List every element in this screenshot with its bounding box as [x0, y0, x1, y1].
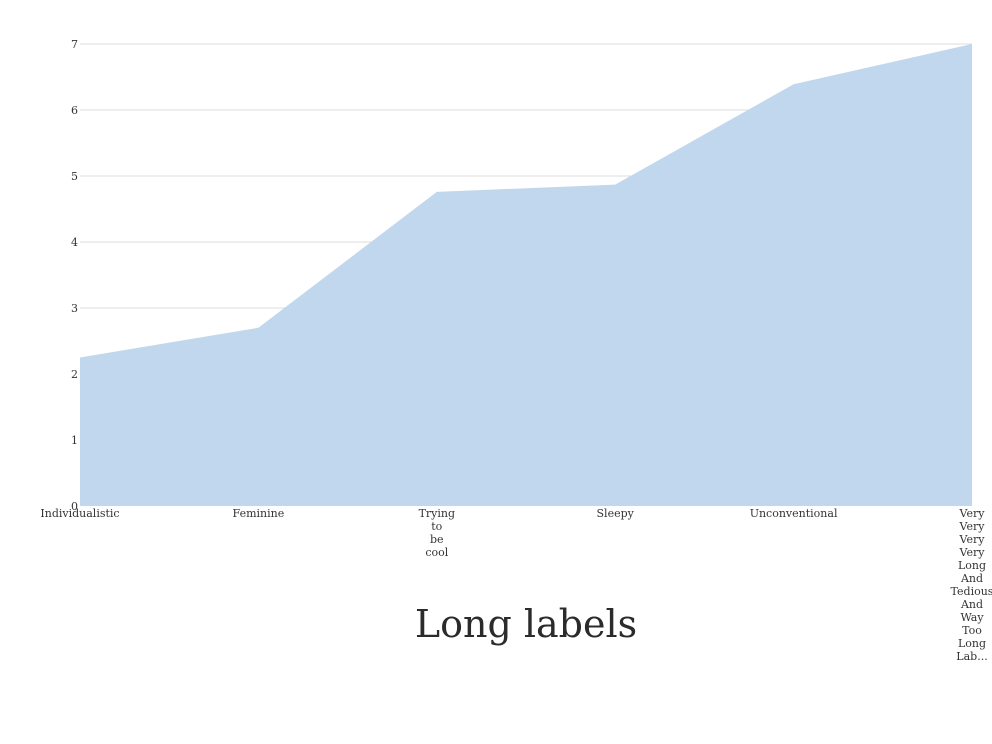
- x-tick-label: Very Very Very Very Long And Tedious And Way Too L…: [951, 507, 992, 663]
- y-tick-label: 6: [71, 104, 78, 117]
- y-tick-label: 7: [71, 38, 78, 51]
- y-tick-label: 2: [71, 368, 78, 381]
- x-tick-label: Individualistic: [40, 507, 119, 520]
- plot-area: [80, 44, 972, 506]
- y-axis-ticks: 0 1 2 3 4 5 6 7: [71, 38, 78, 513]
- x-tick-label: Trying to be cool: [419, 507, 455, 559]
- y-tick-label: 1: [71, 434, 78, 447]
- y-tick-label: 3: [71, 302, 78, 315]
- x-axis-ticks: Individualistic Feminine Trying to be cool Sle…: [40, 507, 992, 663]
- x-tick-label: Feminine: [233, 507, 285, 520]
- y-tick-label: 4: [71, 236, 78, 249]
- x-tick-label: Sleepy: [597, 507, 635, 520]
- y-tick-label: 0: [71, 500, 78, 513]
- x-tick-label: Unconventional: [750, 507, 838, 520]
- area-series-0: [80, 44, 972, 506]
- chart-title: Long labels: [415, 602, 637, 646]
- y-tick-label: 5: [71, 170, 78, 183]
